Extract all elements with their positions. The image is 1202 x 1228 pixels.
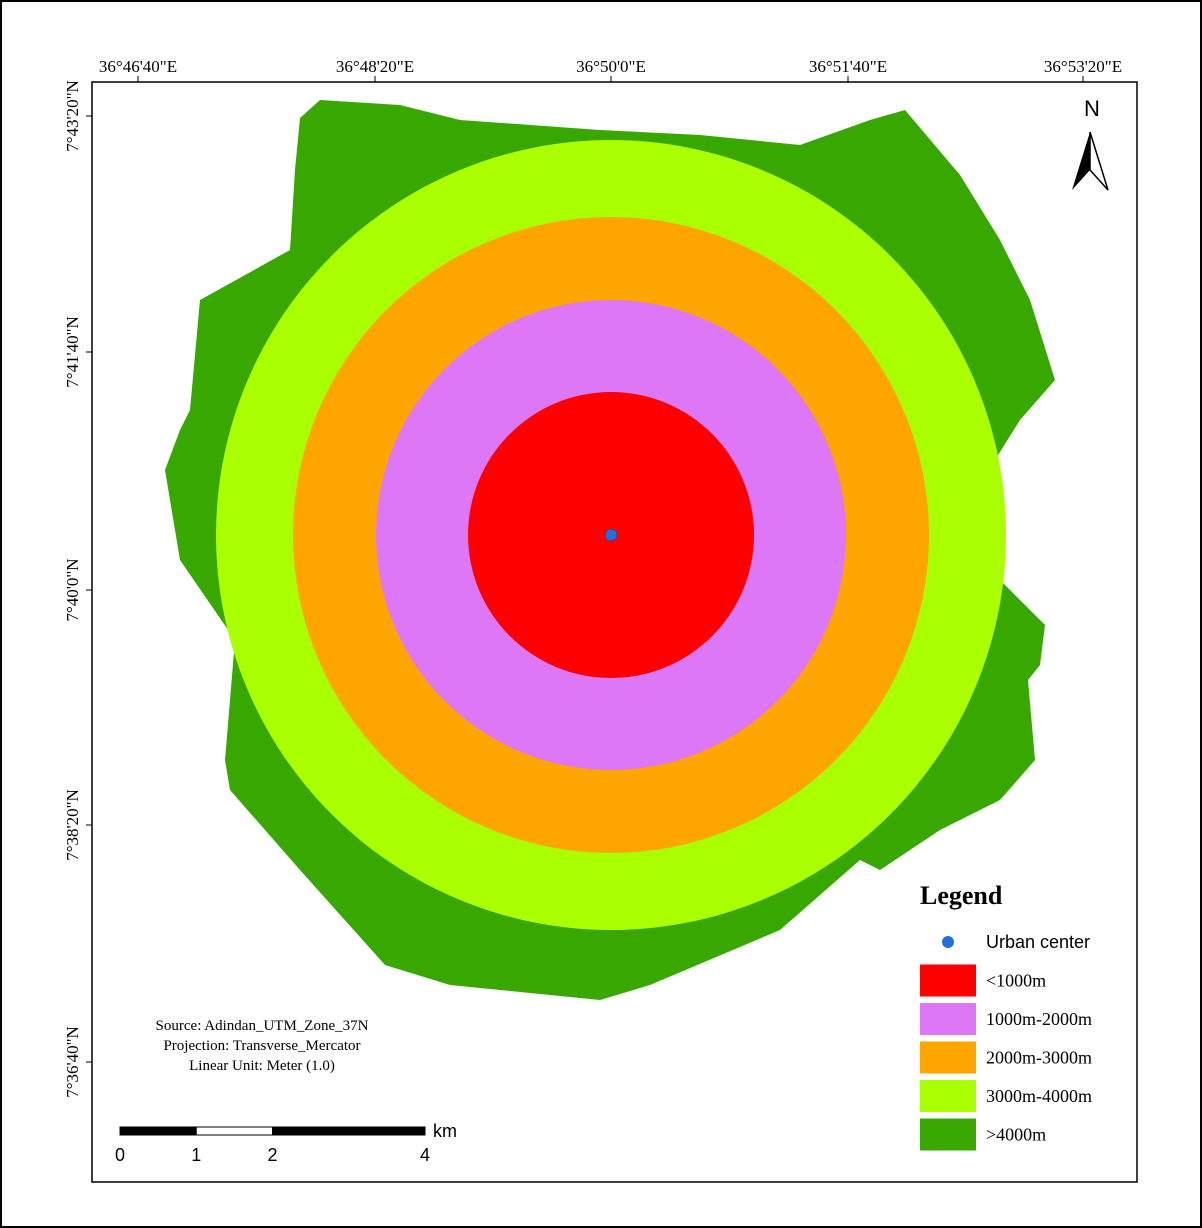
left-coord-label: 7°43'20"N: [63, 80, 82, 152]
arrow-right: [1089, 131, 1109, 191]
north-label: N: [1084, 96, 1100, 121]
legend-symbol: [942, 936, 954, 948]
scale-label: 4: [420, 1145, 430, 1165]
legend-label: <1000m: [986, 971, 1046, 991]
left-coord-label: 7°41'40"N: [63, 316, 82, 388]
left-coord-label: 7°36'40"N: [63, 1026, 82, 1098]
north-arrow: N: [1072, 96, 1109, 191]
legend-swatch: [920, 1003, 976, 1035]
legend-label: 3000m-4000m: [986, 1086, 1092, 1106]
top-coord-label: 36°50'0"E: [576, 57, 646, 76]
top-coord-label: 36°53'20"E: [1044, 57, 1122, 76]
top-coord-label: 36°51'40"E: [809, 57, 887, 76]
scale-segment: [119, 1126, 197, 1136]
scale-label: 2: [267, 1145, 277, 1165]
scale-unit: km: [433, 1121, 457, 1141]
legend-swatch: [920, 1041, 976, 1074]
source-note: Linear Unit: Meter (1.0): [189, 1058, 335, 1074]
legend-title: Legend: [920, 881, 1003, 910]
map-frame: [91, 81, 1138, 1183]
legend-swatch: [920, 964, 976, 997]
legend-swatch: [920, 1118, 976, 1151]
legend-label: >4000m: [986, 1125, 1046, 1145]
buffer-zones: [165, 100, 1055, 1000]
scale-segment: [195, 1126, 273, 1136]
urban-center: [604, 528, 618, 542]
source-note: Source: Adindan_UTM_Zone_37N: [156, 1018, 369, 1034]
left-coord-label: 7°40'0"N: [63, 558, 82, 621]
scale-label: 0: [115, 1145, 125, 1165]
top-coord-label: 36°48'20"E: [336, 57, 414, 76]
top-coord-label: 36°46'40"E: [99, 57, 177, 76]
scale-label: 1: [191, 1145, 201, 1165]
scale-segment: [272, 1126, 426, 1136]
legend-swatch: [920, 1080, 976, 1112]
left-coord-label: 7°38'20"N: [63, 789, 82, 861]
legend-label: Urban center: [986, 932, 1090, 952]
legend-label: 2000m-3000m: [986, 1048, 1092, 1068]
legend-label: 1000m-2000m: [986, 1009, 1092, 1029]
arrow-left: [1072, 132, 1090, 190]
source-note: Projection: Transverse_Mercator: [163, 1038, 360, 1054]
